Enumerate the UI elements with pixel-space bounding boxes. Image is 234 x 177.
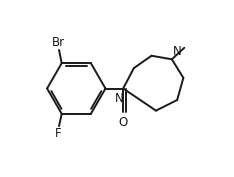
- Text: N: N: [173, 45, 182, 58]
- Text: N: N: [114, 92, 123, 105]
- Text: O: O: [119, 116, 128, 129]
- Text: Br: Br: [51, 36, 65, 49]
- Text: F: F: [55, 127, 62, 140]
